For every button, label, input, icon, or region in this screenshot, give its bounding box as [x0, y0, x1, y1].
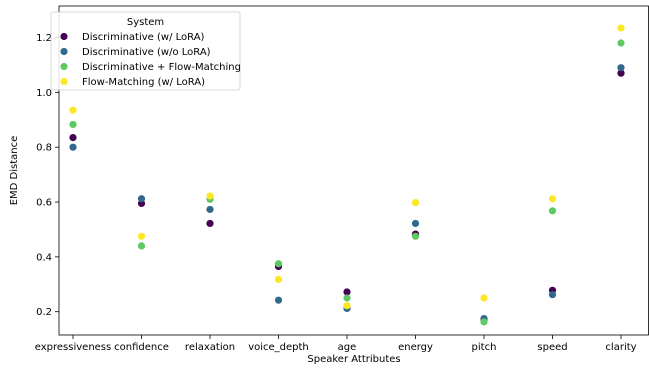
data-point	[274, 296, 283, 304]
legend-label: Flow-Matching (w/ LoRA)	[82, 77, 205, 88]
x-axis-title: Speaker Attributes	[307, 354, 400, 365]
x-tick-label: expressiveness	[35, 342, 111, 353]
data-point	[69, 143, 77, 151]
data-point	[206, 192, 214, 200]
x-tick-label: age	[338, 342, 357, 353]
y-tick-label: 0.8	[36, 143, 52, 154]
legend-marker	[60, 62, 68, 71]
data-point	[69, 106, 77, 114]
y-tick-label: 1.0	[36, 88, 52, 99]
data-point	[480, 318, 488, 326]
legend-marker	[60, 77, 68, 86]
legend-marker	[60, 47, 68, 56]
data-point	[411, 198, 420, 207]
data-point	[617, 39, 625, 47]
data-points	[69, 24, 625, 326]
data-point	[137, 232, 146, 240]
x-tick-label: energy	[398, 342, 433, 353]
data-point	[206, 205, 214, 214]
x-tick-label: relaxation	[185, 342, 235, 353]
x-tick-label: pitch	[472, 342, 497, 353]
x-tick-label: voice_depth	[248, 342, 309, 353]
data-point	[69, 134, 77, 142]
legend-box	[50, 11, 241, 91]
y-axis: 0.2 0.4 0.6 0.8 1.0 1.2	[36, 33, 59, 318]
data-point	[343, 302, 351, 310]
data-point	[548, 195, 557, 203]
y-tick-label: 0.4	[36, 252, 52, 263]
data-point	[548, 207, 557, 215]
y-axis-title: EMD Distance	[9, 136, 20, 206]
data-point	[411, 232, 420, 240]
data-point	[343, 288, 351, 296]
legend-title: System	[127, 17, 164, 28]
y-tick-label: 0.2	[36, 307, 52, 318]
legend-items: Discriminative (w/ LoRA) Discriminative (…	[60, 32, 241, 88]
legend-label: Discriminative (w/ LoRA)	[82, 32, 205, 43]
y-tick-label: 0.6	[36, 198, 52, 209]
y-tick-label: 1.2	[36, 33, 52, 44]
legend-label: Discriminative (w/o LoRA)	[82, 47, 211, 58]
data-point	[617, 64, 625, 72]
x-tick-label: confidence	[114, 342, 169, 353]
data-point	[137, 242, 146, 250]
data-point	[480, 294, 488, 302]
data-point	[137, 195, 146, 203]
data-point	[411, 219, 420, 228]
data-point	[206, 219, 214, 228]
x-tick-label: speed	[537, 342, 567, 353]
data-point	[343, 294, 351, 302]
data-point	[69, 120, 77, 129]
data-point	[617, 24, 625, 32]
data-point	[548, 291, 557, 299]
data-point	[617, 69, 625, 77]
legend-label: Discriminative + Flow-Matching	[82, 62, 241, 73]
data-point	[274, 260, 283, 268]
x-tick-label: clarity	[605, 342, 636, 353]
x-axis: expressiveness confidence relaxation voice_…	[35, 335, 637, 353]
legend-marker	[60, 32, 68, 41]
legend: System Discriminative (w/ LoRA)Discrimin…	[50, 11, 241, 91]
data-point	[274, 275, 283, 283]
